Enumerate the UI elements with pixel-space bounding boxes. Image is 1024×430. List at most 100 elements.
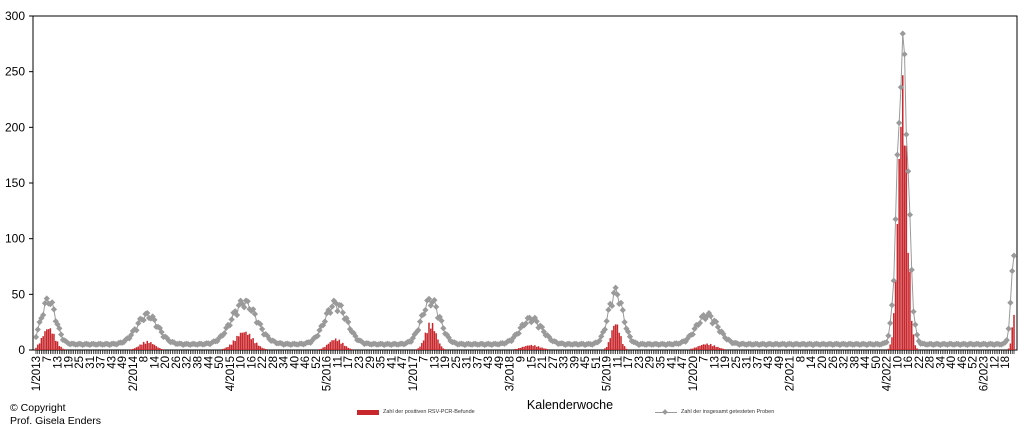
x-tick-label: 49 (774, 356, 786, 369)
bar-positive (704, 344, 707, 350)
point-total-tests (158, 329, 165, 336)
legend-total: Zahl der insgesamt getesteten Proben (655, 408, 775, 415)
bar-positive (690, 348, 692, 350)
x-tick-label: 11 (612, 356, 624, 368)
bar-positive (620, 336, 622, 350)
bar-positive (318, 349, 321, 350)
bar-positive (702, 344, 705, 350)
bar-positive (623, 346, 626, 350)
bar-positive (327, 343, 330, 350)
bar-positive (320, 348, 323, 350)
x-tick-label: 14 (806, 355, 818, 368)
x-tick-label: 37 (96, 356, 108, 369)
bar-positive (528, 345, 531, 350)
y-tick-label: 250 (5, 65, 25, 79)
y-tick-label: 100 (5, 232, 25, 246)
point-total-tests (415, 327, 422, 334)
bar-positive (421, 343, 423, 350)
bar-positive (254, 343, 256, 350)
bar-positive (616, 324, 619, 350)
point-total-tests (608, 302, 616, 309)
x-tick-label: 40 (289, 356, 301, 369)
point-total-tests (888, 301, 896, 309)
copyright-line: © Copyright (10, 402, 66, 414)
x-tick-label: 44 (203, 355, 215, 368)
bar-positive (1009, 343, 1012, 350)
bar-positive (546, 349, 549, 350)
bar-positive (618, 332, 620, 350)
bar-positive (541, 347, 543, 350)
x-tick-label: 8 (139, 356, 151, 362)
bar-positive (49, 328, 52, 350)
bar-positive (517, 348, 520, 350)
bar-positive (35, 347, 37, 350)
bar-positive (442, 348, 445, 350)
bar-positive (47, 329, 50, 350)
point-total-tests (913, 331, 921, 338)
x-tick-label: 49 (494, 356, 506, 369)
point-total-tests (1005, 325, 1012, 332)
x-tick-label: 35 (655, 356, 667, 369)
bar-positive (424, 332, 427, 350)
bar-positive (910, 320, 913, 350)
legend-label-total: Zahl der insgesamt getesteten Proben (681, 409, 775, 415)
x-tick-label: 41 (666, 356, 678, 369)
point-total-tests (713, 318, 720, 325)
bar-positive (709, 343, 712, 350)
x-tick-label: 7 (42, 356, 54, 362)
point-total-tests (321, 318, 329, 325)
point-total-tests (328, 303, 336, 310)
bar-positive (227, 346, 229, 350)
x-tick-label: 46 (957, 356, 969, 369)
x-tick-label: 11 (332, 356, 344, 368)
bar-positive (342, 342, 344, 350)
point-total-tests (438, 317, 445, 324)
x-tick-label: 21 (537, 356, 549, 369)
x-tick-label: 2/2014 (128, 355, 140, 391)
bar-positive (42, 336, 44, 350)
bar-positive (534, 345, 536, 350)
x-tick-label: 32 (182, 356, 194, 369)
bar-positive (604, 348, 606, 350)
bar-positive (519, 347, 522, 350)
bar-positive (37, 344, 39, 350)
bar-positive (142, 341, 145, 350)
bar-positive (338, 339, 341, 350)
x-tick-label: 4/2022 (882, 356, 894, 391)
bar-positive (422, 340, 425, 350)
point-total-tests (605, 306, 612, 313)
bar-positive (238, 336, 240, 350)
bar-positive (700, 345, 703, 350)
bar-positive (60, 346, 62, 350)
bar-positive (252, 338, 254, 350)
bar-positive (150, 342, 152, 350)
bar-positive (153, 344, 156, 350)
bar-positive (438, 343, 441, 350)
bar-positive (914, 345, 917, 350)
x-tick-label: 43 (483, 356, 495, 369)
x-tick-label: 5/2019 (602, 356, 614, 391)
x-tick-label: 7 (699, 356, 711, 362)
bar-positive (530, 344, 533, 350)
bar-positive (433, 331, 436, 350)
x-tick-label: 37 (472, 356, 484, 369)
bar-positive (435, 333, 437, 350)
bar-positive (891, 337, 893, 350)
x-tick-label: 3/2018 (505, 356, 517, 391)
bar-positive (329, 341, 332, 350)
bar-positive (51, 333, 53, 350)
point-total-tests (892, 216, 899, 223)
bar-positive (146, 340, 149, 350)
bar-positive (155, 346, 157, 350)
bar-positive (230, 344, 233, 350)
x-tick-label: 19 (63, 356, 75, 369)
bar-positive (1007, 348, 1010, 350)
point-total-tests (416, 318, 424, 325)
bar-positive (135, 347, 138, 350)
bar-positive (157, 347, 159, 350)
bar-positive (437, 339, 439, 350)
point-total-tests (50, 306, 58, 313)
bar-positive (415, 349, 418, 350)
x-tick-label: 20 (160, 356, 172, 369)
bar-positive (248, 333, 251, 350)
